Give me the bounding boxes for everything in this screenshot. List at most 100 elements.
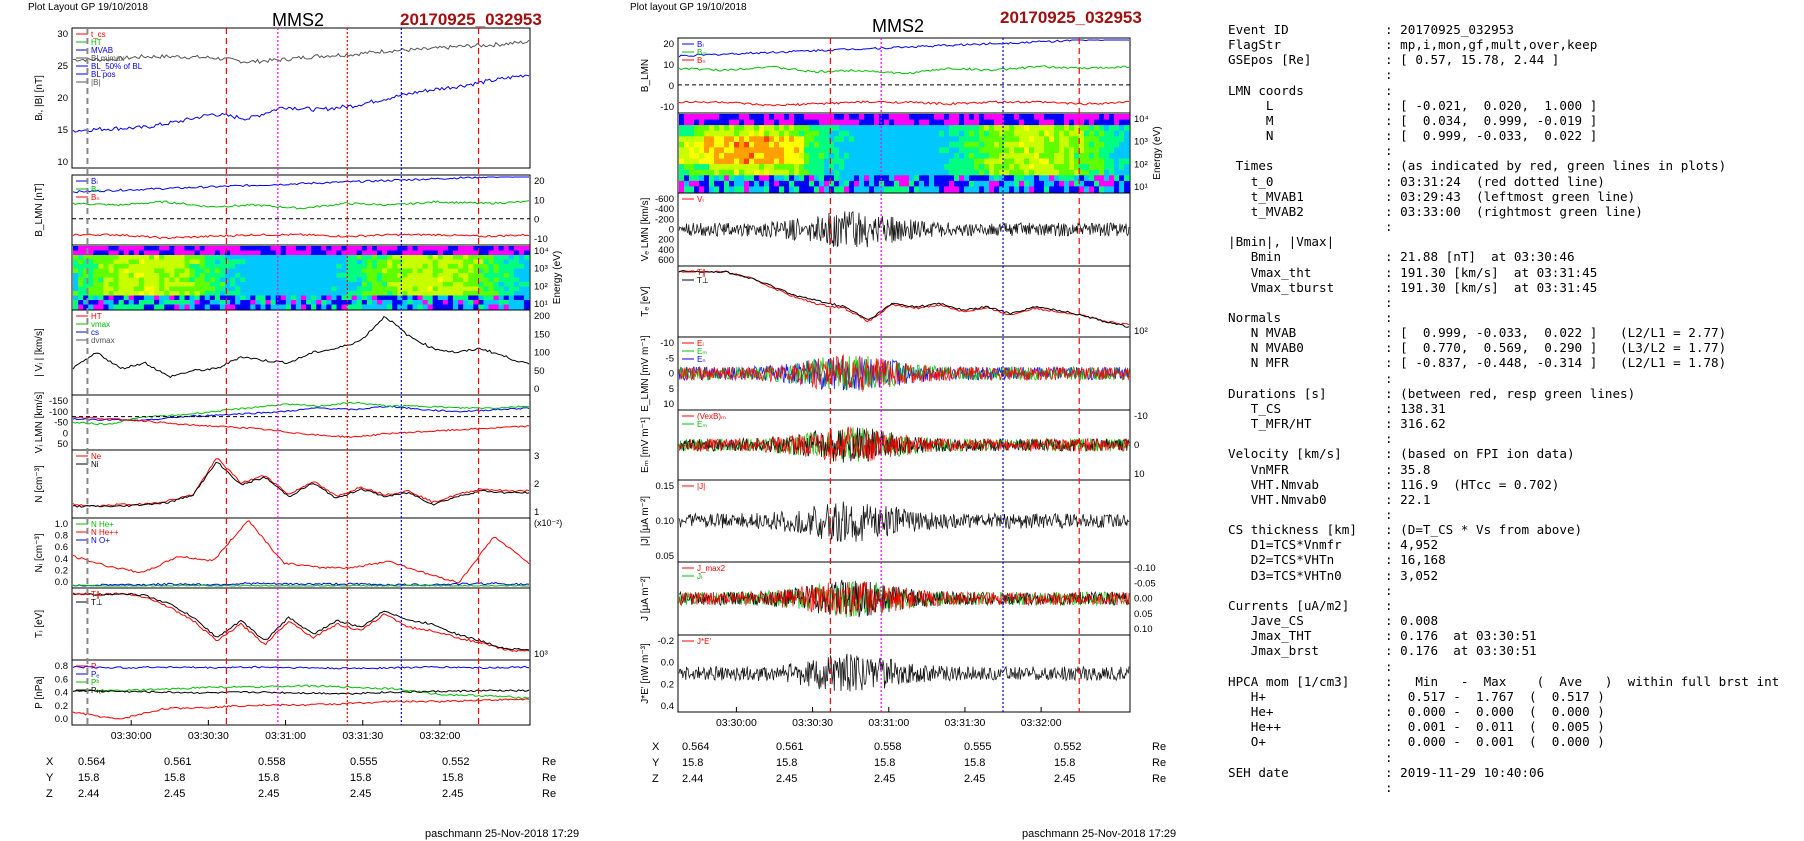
spectrogram-cell <box>204 291 211 297</box>
spectrogram-cell <box>984 175 990 182</box>
spectrogram-cell <box>270 273 277 279</box>
spectrogram-cell <box>1059 147 1065 154</box>
spectrogram-cell <box>214 291 221 297</box>
spectrogram-cell <box>427 250 434 256</box>
spectrogram-cell <box>769 147 775 154</box>
spectrogram-cell <box>225 286 231 292</box>
spectrogram-cell <box>417 268 424 274</box>
spectrogram-cell <box>899 147 905 154</box>
spectrogram-cell <box>729 119 735 126</box>
spectrogram-cell <box>311 273 317 279</box>
spectrogram-cell <box>1114 180 1120 188</box>
spectrogram-cell <box>724 136 730 143</box>
spectrogram-cell <box>964 180 970 188</box>
spectrogram-cell <box>463 291 469 297</box>
x-tick-label: 03:30:00 <box>111 730 152 740</box>
spectrogram-cell <box>784 175 790 182</box>
spectrogram-cell <box>326 282 332 288</box>
spectrogram-cell <box>1014 158 1020 165</box>
spectrogram-cell <box>1069 136 1075 143</box>
spectrogram-cell <box>1089 141 1095 149</box>
spectrogram-cell <box>679 136 685 143</box>
spectrogram-cell <box>749 130 755 137</box>
spectrogram-cell <box>919 158 925 165</box>
legend-entry: Vₗ <box>697 195 704 204</box>
spectrogram-cell <box>498 295 505 301</box>
spectrogram-cell <box>356 286 363 292</box>
spectrogram-cell <box>164 295 170 301</box>
spectrogram-cell <box>331 295 338 301</box>
spectrogram-cell <box>729 169 735 176</box>
spectrogram-cell <box>138 282 145 288</box>
spectrogram-cell <box>493 250 500 256</box>
spectrogram-cell <box>463 295 469 301</box>
spectrogram-cell <box>336 282 343 288</box>
position-value: 15.8 <box>682 757 704 769</box>
spectrogram-cell <box>493 259 500 265</box>
spectrogram-cell <box>839 153 845 160</box>
spectrogram-cell <box>1064 164 1070 171</box>
spectrogram-cell <box>377 268 383 274</box>
spectrogram-cell <box>311 282 317 288</box>
spectrogram-cell <box>709 141 715 149</box>
spectrogram-cell <box>164 259 170 265</box>
spectrogram-cell <box>1054 175 1060 182</box>
spectrogram-cell <box>397 286 403 292</box>
axis-label: Energy (eV) <box>1152 126 1163 179</box>
spectrogram-cell <box>478 286 484 292</box>
spectrogram-cell <box>513 255 520 261</box>
spectrogram-cell <box>974 125 980 132</box>
spectrogram-cell <box>899 125 905 132</box>
spectrogram-cell <box>219 304 226 310</box>
spectrogram-cell <box>1069 119 1075 126</box>
spectrogram-cell <box>301 277 307 283</box>
spectrogram-cell <box>689 175 695 182</box>
spectrogram-cell <box>1109 186 1115 193</box>
spectrogram-cell <box>417 264 424 270</box>
spectrogram-cell <box>794 175 800 182</box>
spectrogram-cell <box>1009 169 1015 176</box>
spectrogram-cell <box>724 169 730 176</box>
spectrogram-cell <box>402 300 408 306</box>
tick-label: -0.05 <box>1134 578 1156 589</box>
spectrogram-cell <box>884 186 890 193</box>
spectrogram-cell <box>230 255 236 261</box>
spectrogram-cell <box>285 273 292 279</box>
spectrogram-cell <box>103 264 110 270</box>
spectrogram-cell <box>98 295 104 301</box>
spectrogram-cell <box>969 147 975 154</box>
info-value: : <box>1385 658 1393 674</box>
spectrogram-cell <box>255 277 262 283</box>
spectrogram-cell <box>498 246 505 252</box>
spectrogram-cell <box>265 246 272 252</box>
spectrogram-cell <box>724 186 730 193</box>
spectrogram-cell <box>483 255 490 261</box>
spectrogram-cell <box>250 277 256 283</box>
spectrogram-cell <box>1029 141 1035 149</box>
spectrogram-cell <box>265 250 272 256</box>
spectrogram-cell <box>819 175 825 182</box>
spectrogram-cell <box>275 304 282 310</box>
info-key: GSEpos [Re] <box>1228 52 1312 68</box>
spectrogram-cell <box>387 246 393 252</box>
spectrogram-cell <box>714 175 720 182</box>
spectrogram-cell <box>422 273 429 279</box>
info-line: : <box>1228 507 1779 522</box>
position-value: 15.8 <box>350 772 372 784</box>
spectrogram-cell <box>108 255 115 261</box>
spectrogram-cell <box>794 164 800 171</box>
spectrogram-cell <box>1094 186 1100 193</box>
spectrogram-cell <box>839 130 845 137</box>
spectrogram-cell <box>468 255 474 261</box>
spectrogram-cell <box>204 286 211 292</box>
spectrogram-cell <box>397 250 403 256</box>
spectrogram-cell <box>929 136 935 143</box>
spectrogram-cell <box>1074 125 1080 132</box>
spectrogram-cell <box>759 141 765 149</box>
spectrogram-cell <box>442 300 449 306</box>
spectrogram-cell <box>934 125 940 132</box>
spectrogram-cell <box>407 277 414 283</box>
spectrogram-cell <box>225 282 231 288</box>
spectrogram-cell <box>764 186 770 193</box>
spectrogram-cell <box>1049 141 1055 149</box>
